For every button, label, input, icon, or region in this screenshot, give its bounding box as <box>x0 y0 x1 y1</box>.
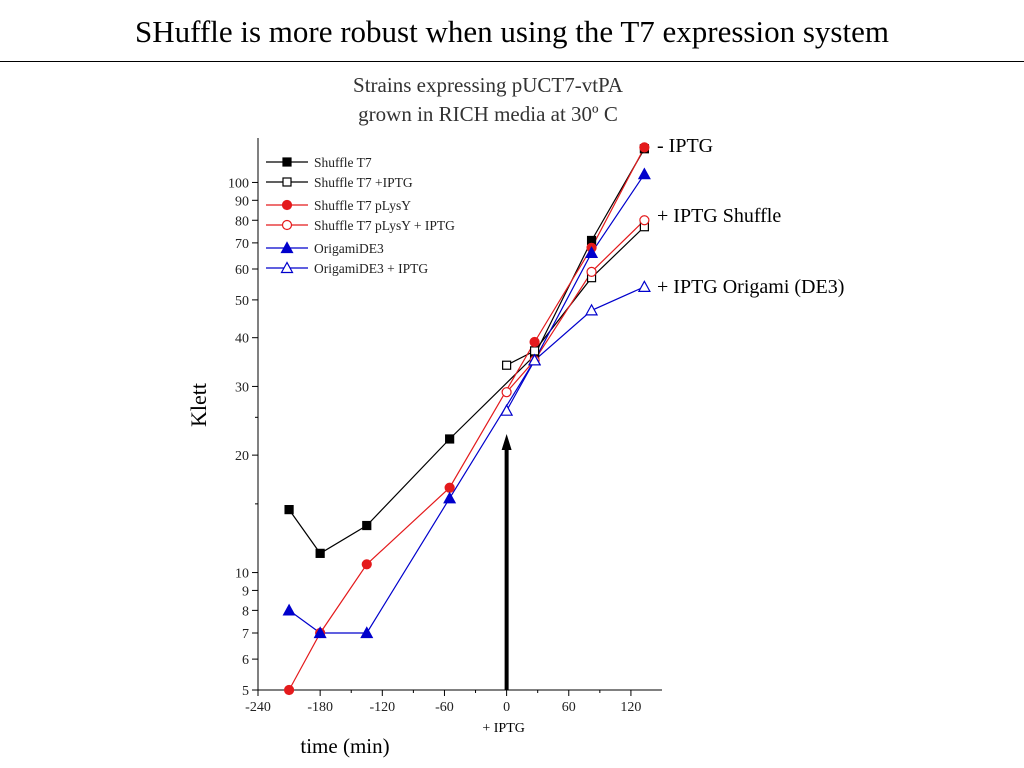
legend-entry: OrigamiDE3 <box>314 241 384 256</box>
data-point <box>639 142 650 153</box>
y-tick-label: 10 <box>235 567 249 582</box>
data-point <box>502 360 512 370</box>
legend-marker <box>282 177 292 187</box>
y-tick-label: 60 <box>235 263 249 278</box>
x-tick-label: -240 <box>245 700 271 715</box>
data-point <box>501 387 512 398</box>
y-tick-label: 6 <box>242 653 249 668</box>
series-line <box>506 286 645 411</box>
y-axis-label: Klett <box>186 383 211 427</box>
annotation-iptg-shuffle: + IPTG Shuffle <box>657 205 781 227</box>
data-point <box>315 548 325 558</box>
legend-marker <box>280 261 294 274</box>
chart-title-line-2: grown in RICH media at 30º C <box>358 102 618 126</box>
y-tick-label: 100 <box>228 176 249 191</box>
data-point <box>637 167 651 180</box>
data-point <box>313 626 327 639</box>
annotation-iptg-arrow-label: + IPTG <box>482 721 525 736</box>
data-point <box>586 266 597 277</box>
data-point <box>637 280 651 292</box>
slide-title: SHuffle is more robust when using the T7… <box>135 14 889 49</box>
chart-title-line-1: Strains expressing pUCT7-vtPA <box>353 73 624 97</box>
y-tick-label: 8 <box>242 604 249 619</box>
legend-marker <box>281 219 293 231</box>
annotation-minus-iptg: - IPTG <box>657 135 713 157</box>
data-point <box>445 434 455 444</box>
y-tick-label: 70 <box>235 237 249 252</box>
iptg-arrow-head <box>501 434 512 450</box>
data-point <box>444 482 455 493</box>
data-point <box>528 353 542 366</box>
legend-entry: Shuffle T7 +IPTG <box>314 175 413 190</box>
data-point <box>639 215 650 226</box>
data-point <box>361 559 372 570</box>
plot-area: 5 6 7 8 9 10 20 30 40 50 60 70 80 90 100 -240 -180 -120 -6… <box>228 135 844 736</box>
data-point <box>529 336 540 348</box>
series-line <box>506 219 645 393</box>
y-tick-label: 80 <box>235 214 249 229</box>
x-tick-label: 0 <box>503 700 510 715</box>
y-tick-label: 20 <box>235 449 249 464</box>
y-tick-label: 90 <box>235 194 249 209</box>
y-tick-label: 30 <box>235 380 249 395</box>
x-axis-label: time (min) <box>300 734 389 758</box>
y-tick-label: 7 <box>242 627 249 642</box>
legend-marker <box>282 157 292 167</box>
data-point <box>282 603 296 616</box>
y-tick-label: 50 <box>235 294 249 309</box>
data-point <box>585 303 599 316</box>
x-tick-label: -60 <box>435 700 454 715</box>
x-tick-label: -180 <box>307 700 333 715</box>
legend-entry: OrigamiDE3 + IPTG <box>314 261 428 276</box>
data-point <box>585 246 599 258</box>
data-point <box>283 684 295 696</box>
series-line <box>506 226 645 366</box>
data-point <box>443 491 457 504</box>
legend-marker <box>280 241 294 254</box>
data-point <box>500 403 514 416</box>
legend-marker <box>281 199 293 211</box>
y-tick-label: 5 <box>242 684 249 699</box>
legend-entry: Shuffle T7 pLysY + IPTG <box>314 218 455 233</box>
y-tick-label: 9 <box>242 584 249 599</box>
legend-entry: Shuffle T7 pLysY <box>314 198 411 213</box>
x-tick-label: -120 <box>369 700 395 715</box>
data-point <box>284 505 294 515</box>
annotation-iptg-origami: + IPTG Origami (DE3) <box>657 276 844 298</box>
data-point <box>362 520 372 531</box>
title-divider <box>0 61 1024 62</box>
y-tick-label: 40 <box>235 332 249 347</box>
x-tick-label: 60 <box>562 700 576 715</box>
data-point <box>360 626 374 639</box>
legend-entry: Shuffle T7 <box>314 155 372 170</box>
x-tick-label: 120 <box>620 700 641 715</box>
